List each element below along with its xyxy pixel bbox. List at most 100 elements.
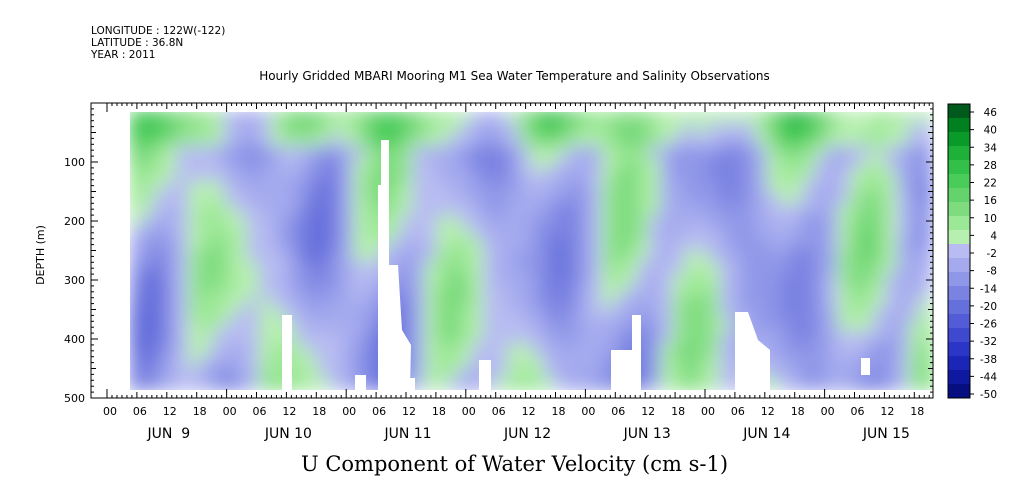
- heatmap-cell: [577, 365, 592, 380]
- heatmap-cell: [483, 250, 498, 264]
- heatmap-cell: [247, 342, 261, 357]
- heatmap-cell: [188, 226, 202, 241]
- heatmap-cell: [672, 342, 687, 357]
- heatmap-cell: [908, 296, 923, 310]
- heatmap-cell: [565, 226, 580, 241]
- heatmap-cell: [601, 331, 616, 345]
- heatmap-cell: [471, 215, 486, 229]
- heatmap-cell: [766, 145, 781, 160]
- heatmap-cell: [459, 342, 474, 357]
- heatmap-cell: [861, 284, 875, 299]
- heatmap-cell: [896, 226, 911, 241]
- heatmap-cell: [660, 319, 675, 334]
- colorbar-swatch: [948, 104, 970, 119]
- heatmap-cell: [247, 354, 261, 368]
- heatmap-cell: [506, 261, 521, 276]
- heatmap-cell: [495, 331, 509, 345]
- heatmap-cell: [589, 112, 604, 125]
- x-hour-tick-label: 18: [671, 405, 685, 418]
- colorbar-label: 16: [984, 195, 998, 207]
- heatmap-cell: [672, 354, 687, 368]
- heatmap-cell: [199, 331, 214, 345]
- heatmap-cell: [754, 192, 769, 206]
- heatmap-cell: [719, 112, 734, 125]
- heatmap-cell: [270, 180, 285, 195]
- heatmap-cell: [896, 284, 911, 299]
- heatmap-cell: [282, 145, 297, 160]
- heatmap-cell: [648, 192, 663, 206]
- heatmap-cell: [412, 157, 427, 171]
- heatmap-cell: [447, 192, 462, 206]
- heatmap-cell: [306, 354, 320, 368]
- heatmap-cell: [849, 284, 864, 299]
- heatmap-cell: [672, 377, 687, 390]
- heatmap-cell: [306, 342, 320, 357]
- heatmap-cell: [743, 134, 757, 148]
- heatmap-cell: [247, 134, 261, 148]
- heatmap-cell: [636, 122, 651, 137]
- x-hour-tick-label: 06: [372, 405, 386, 418]
- heatmap-cell: [648, 307, 663, 322]
- heatmap-cell: [778, 284, 793, 299]
- heatmap-cell: [672, 112, 687, 125]
- heatmap-cell: [365, 365, 379, 380]
- heatmap-cell: [223, 203, 238, 218]
- heatmap-cell: [164, 354, 179, 368]
- heatmap-cell: [130, 122, 143, 137]
- heatmap-cell: [140, 273, 155, 287]
- heatmap-cell: [436, 261, 450, 276]
- heatmap-cell: [270, 261, 285, 276]
- heatmap-cell: [754, 180, 769, 195]
- heatmap-cell: [258, 296, 273, 310]
- heatmap-cell: [140, 215, 155, 229]
- heatmap-cell: [424, 192, 439, 206]
- heatmap-cell: [648, 377, 663, 390]
- heatmap-cell: [636, 238, 651, 252]
- colorbar-swatch: [948, 146, 970, 161]
- heatmap-cell: [211, 180, 226, 195]
- heatmap-cell: [412, 134, 427, 148]
- heatmap-cell: [518, 284, 533, 299]
- heatmap-cell: [707, 296, 722, 310]
- heatmap-cell: [554, 307, 568, 322]
- heatmap-cell: [412, 180, 427, 195]
- heatmap-cell: [483, 273, 498, 287]
- heatmap-cell: [188, 319, 202, 334]
- heatmap-cell: [743, 112, 757, 125]
- heatmap-cell: [672, 215, 687, 229]
- heatmap-cell: [648, 354, 663, 368]
- heatmap-cell: [471, 134, 486, 148]
- heatmap-cell: [459, 157, 474, 171]
- x-hour-tick-label: 00: [462, 405, 476, 418]
- heatmap-cell: [754, 145, 769, 160]
- heatmap-cell: [199, 134, 214, 148]
- heatmap-cell: [778, 296, 793, 310]
- heatmap-cell: [471, 331, 486, 345]
- heatmap-cell: [601, 112, 616, 125]
- heatmap-cell: [518, 122, 533, 137]
- heatmap-cell: [400, 226, 415, 241]
- latitude-label: LATITUDE : 36.8N: [91, 37, 184, 49]
- heatmap-cell: [223, 261, 238, 276]
- heatmap-cell: [459, 112, 474, 125]
- heatmap-cell: [152, 319, 167, 334]
- heatmap-cell: [506, 215, 521, 229]
- heatmap-cell: [636, 168, 651, 183]
- heatmap-cell: [424, 377, 439, 390]
- heatmap-cell: [754, 203, 769, 218]
- heatmap-cell: [707, 168, 722, 183]
- heatmap-cell: [188, 377, 202, 390]
- heatmap-cell: [920, 145, 933, 160]
- heatmap-cell: [920, 331, 933, 345]
- heatmap-cell: [884, 284, 899, 299]
- heatmap-cell: [400, 145, 415, 160]
- heatmap-cell: [802, 342, 816, 357]
- heatmap-cell: [518, 273, 533, 287]
- colorbar-swatch: [948, 160, 970, 175]
- heatmap-cell: [589, 203, 604, 218]
- heatmap-cell: [731, 203, 746, 218]
- heatmap-cell: [554, 331, 568, 345]
- heatmap-cell: [459, 168, 474, 183]
- colorbar-label: 22: [984, 178, 997, 190]
- heatmap-cell: [624, 134, 639, 148]
